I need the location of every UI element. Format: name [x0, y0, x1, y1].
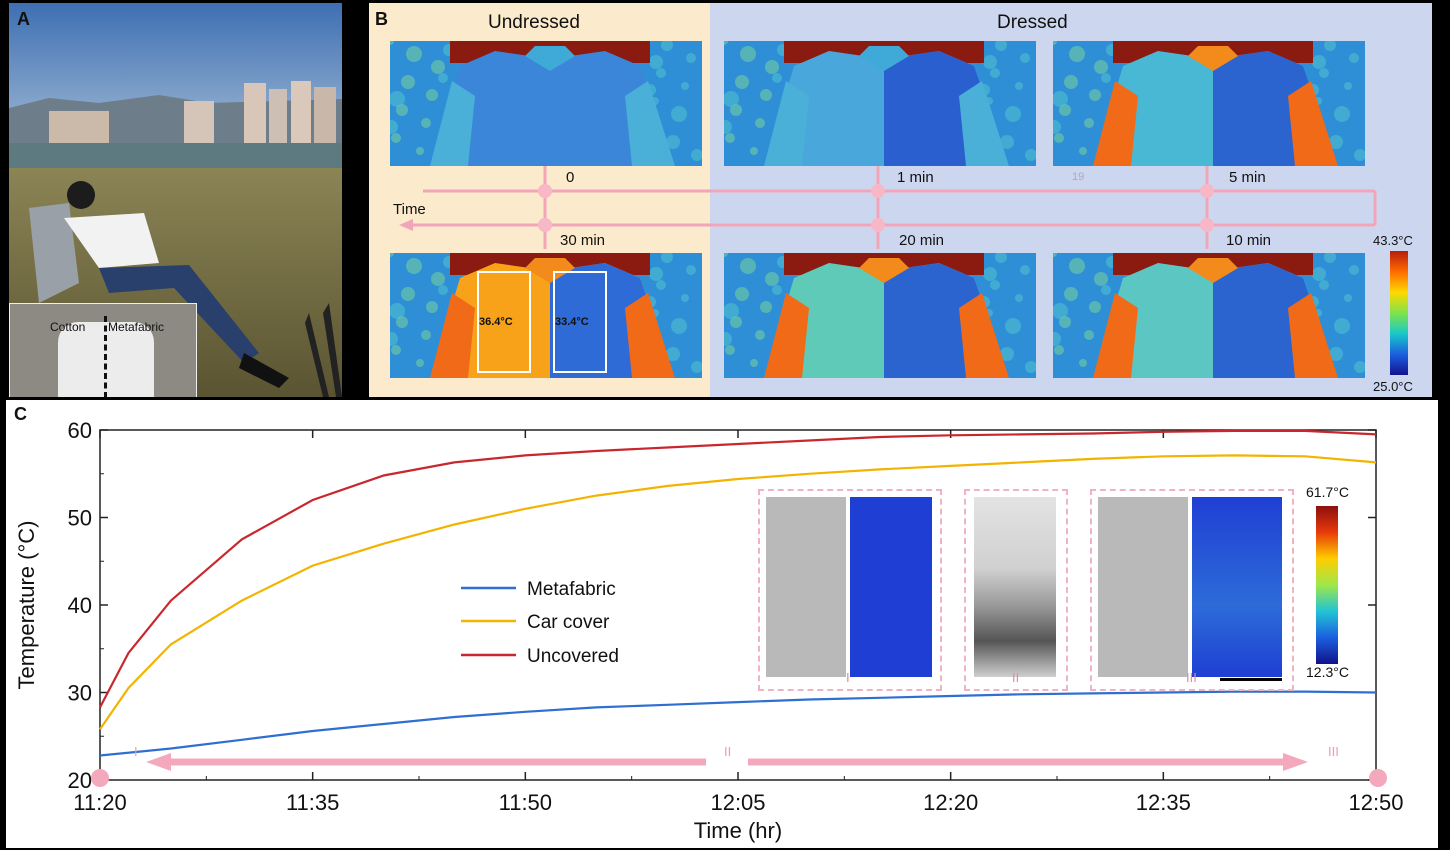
- inset-box-iii: [1090, 489, 1294, 691]
- panel-c: C 20 30 40 50 60 11:20 11:35 11:50 12:05 12:20 12:…: [6, 400, 1438, 848]
- thermal-colorbar: [1390, 251, 1408, 375]
- timeline-node: [538, 218, 552, 232]
- x-tick-label: 12:50: [1348, 790, 1403, 815]
- timeline-node: [1200, 218, 1214, 232]
- time-label-5min: 5 min: [1229, 169, 1266, 186]
- y-tick-label: 30: [68, 681, 92, 706]
- series-line-uncovered: [99, 429, 1377, 708]
- divider-line: [104, 316, 107, 397]
- panel-c-letter: C: [14, 404, 27, 424]
- arrow-label-ii: II: [724, 744, 731, 759]
- time-label-30min: 30 min: [560, 232, 606, 249]
- legend-label-uncovered: Uncovered: [527, 646, 619, 667]
- arrow-right-head: [1283, 753, 1308, 771]
- time-label-0: 0: [566, 169, 575, 186]
- faint-mark: 19: [1072, 171, 1085, 183]
- car-photo-column: [1098, 497, 1188, 677]
- header-undressed: Undressed: [488, 12, 580, 33]
- y-tick-label: 50: [68, 506, 92, 531]
- inset-cotton-label: Cotton: [50, 320, 86, 334]
- thermal-image-20min: [724, 253, 1036, 378]
- thermal-image-5min: [1053, 41, 1365, 166]
- roi-box-cotton: [477, 271, 531, 373]
- roi-label-cotton: 36.4°C: [479, 316, 513, 328]
- inset-photo: Cotton Metafabric: [9, 303, 197, 397]
- inset-label-iii: III: [1186, 670, 1197, 685]
- colorbar-min-label: 25.0°C: [1373, 379, 1413, 394]
- y-tick-label: 60: [68, 418, 92, 443]
- inset-box-i: [758, 489, 942, 691]
- legend-label-metafabric: Metafabric: [527, 579, 616, 600]
- timeline: [399, 166, 1377, 249]
- x-tick-label: 12:35: [1136, 790, 1191, 815]
- panel-b-letter: B: [375, 9, 388, 29]
- arrow-label-i: I: [134, 744, 138, 759]
- x-tick-label: 12:05: [710, 790, 765, 815]
- panel-a-letter: A: [17, 9, 30, 29]
- inset-colorbar-min: 12.3°C: [1306, 664, 1349, 680]
- arrow-label-iii: III: [1328, 744, 1339, 759]
- panel-a-photo: Cotton Metafabric A: [9, 3, 342, 397]
- series-line-metafabric: [99, 690, 1377, 757]
- thermal-image-0min: [390, 41, 702, 166]
- scale-bar: [1220, 678, 1282, 681]
- time-axis-label: Time: [393, 201, 426, 218]
- legend-label-car-cover: Car cover: [527, 612, 610, 633]
- colorbar-max-label: 43.3°C: [1373, 233, 1413, 248]
- y-tick-label: 40: [68, 593, 92, 618]
- x-tick-label: 11:20: [73, 790, 126, 815]
- car-thermal-column: [1192, 497, 1282, 677]
- timeline-node: [1200, 184, 1214, 198]
- car-thermal-column: [850, 497, 932, 677]
- timeline-arrowhead: [399, 219, 413, 231]
- series-line-car-cover: [99, 454, 1377, 730]
- inset-box-ii: [964, 489, 1068, 691]
- x-tick-label: 12:20: [923, 790, 978, 815]
- panel-b: B Undressed Dressed 36.4°C 33.4°C 0 1: [369, 3, 1432, 397]
- inset-colorbar-max: 61.7°C: [1306, 484, 1349, 500]
- temperature-chart: 20 30 40 50 60 11:20 11:35 11:50 12:05 12:20 12:35…: [14, 418, 1404, 843]
- thermal-image-10min: [1053, 253, 1365, 378]
- thermal-image-1min: [724, 41, 1036, 166]
- y-axis-title: Temperature (°C): [14, 521, 39, 690]
- x-tick-label: 11:50: [499, 790, 552, 815]
- inset-label-i: I: [846, 670, 850, 685]
- roi-label-metafabric: 33.4°C: [555, 316, 589, 328]
- inset-metafabric-label: Metafabric: [108, 320, 165, 334]
- time-label-20min: 20 min: [899, 232, 945, 249]
- time-label-10min: 10 min: [1226, 232, 1272, 249]
- end-marker: [1369, 769, 1387, 787]
- inset-colorbar: [1316, 506, 1338, 664]
- start-marker: [91, 769, 109, 787]
- header-dressed: Dressed: [997, 12, 1068, 33]
- car-photo-column: [766, 497, 846, 677]
- car-cover-photo: [974, 497, 1056, 677]
- x-axis-title: Time (hr): [694, 818, 782, 843]
- x-tick-label: 11:35: [286, 790, 339, 815]
- timeline-node: [538, 184, 552, 198]
- timeline-node: [871, 218, 885, 232]
- outdoor-photo: [9, 3, 342, 397]
- y-tick-label: 20: [68, 768, 92, 793]
- inset-label-ii: II: [1012, 670, 1020, 685]
- thermal-image-30min: [390, 253, 702, 378]
- time-label-1min: 1 min: [897, 169, 934, 186]
- timeline-node: [871, 184, 885, 198]
- arrow-left-head: [146, 753, 171, 771]
- roi-box-metafabric: [553, 271, 607, 373]
